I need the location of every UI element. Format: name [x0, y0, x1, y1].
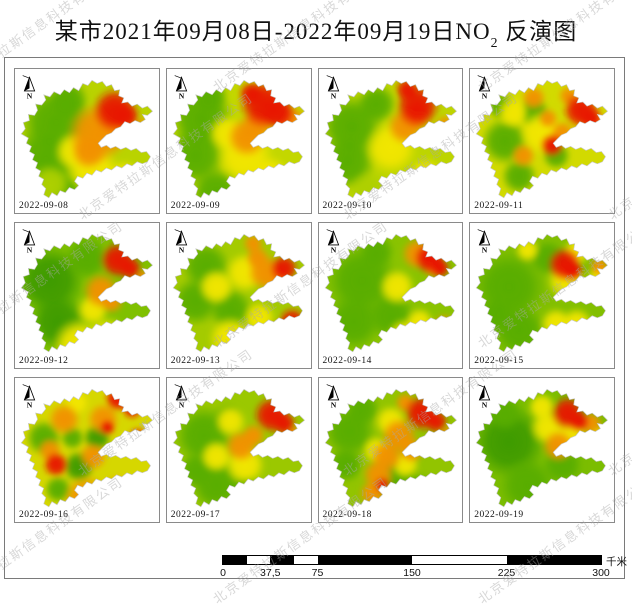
scale-tick-label: 75 [311, 567, 324, 579]
north-arrow-icon: N [22, 383, 36, 409]
scale-tick-label: 150 [403, 567, 421, 579]
scale-bar-segment [246, 556, 271, 564]
scale-bar-segment [223, 556, 247, 564]
date-label: 2022-09-10 [322, 201, 372, 212]
date-label: 2022-09-08 [19, 201, 69, 212]
map-panel: N 2022-09-12 [14, 222, 160, 369]
date-label: 2022-09-18 [322, 509, 372, 520]
region-map [20, 388, 154, 507]
layout-frame: N 2022-09-08 N 2022-09-09 N 2022-09-10 N 2022-0… [4, 57, 627, 579]
scale-bar: 千米 0 37,5 75 150 225 300 [220, 555, 627, 579]
map-panel: N 2022-09-15 [469, 222, 615, 369]
north-arrow-icon: N [326, 229, 339, 255]
svg-text:N: N [482, 92, 488, 101]
scale-unit-label: 千米 [606, 557, 627, 568]
region-map [172, 388, 305, 507]
svg-text:N: N [482, 246, 488, 255]
svg-text:N: N [178, 246, 184, 255]
region-map [324, 234, 457, 353]
region-map [20, 79, 154, 199]
scale-tick-label: 300 [592, 567, 610, 579]
map-panel: N 2022-09-19 [469, 376, 615, 523]
north-arrow-icon: N [174, 75, 187, 101]
scale-tick-label: 0 [220, 567, 226, 579]
map-panel: N 2022-09-11 [469, 68, 615, 215]
map-panel: N 2022-09-14 [317, 222, 464, 369]
svg-text:N: N [27, 92, 33, 101]
map-panel: N 2022-09-16 [14, 376, 160, 523]
region-map [324, 79, 457, 199]
figure-title: 某市2021年09月08日-2022年09月19日NO2 反演图 [0, 0, 632, 50]
scale-bar-segment [506, 556, 601, 564]
region-map [172, 79, 305, 199]
scale-bar-segment [293, 556, 318, 564]
north-arrow-icon: N [477, 229, 491, 255]
region-map [475, 234, 609, 353]
scale-bar-segment [412, 556, 507, 564]
date-label: 2022-09-16 [19, 509, 69, 520]
north-arrow-icon: N [22, 229, 36, 255]
title-suffix: 反演图 [498, 19, 578, 44]
north-arrow-icon: N [477, 383, 491, 409]
map-panel: N 2022-09-08 [14, 68, 160, 215]
map-panel: N 2022-09-09 [165, 68, 312, 215]
north-arrow-icon: N [174, 383, 187, 409]
north-arrow-icon: N [326, 383, 339, 409]
svg-text:N: N [178, 400, 184, 409]
region-map [324, 388, 457, 507]
date-label: 2022-09-09 [170, 201, 221, 212]
map-panel: N 2022-09-10 [317, 68, 464, 215]
region-map [475, 79, 609, 199]
title-text: 某市2021年09月08日-2022年09月19日NO [54, 19, 491, 44]
scale-bar-segment [317, 556, 412, 564]
date-label: 2022-09-11 [474, 201, 524, 212]
date-label: 2022-09-12 [19, 355, 69, 366]
svg-text:N: N [27, 400, 33, 409]
scale-tick-label: 225 [497, 567, 516, 579]
svg-text:N: N [330, 246, 336, 255]
title-subscript: 2 [490, 34, 499, 50]
svg-text:N: N [178, 92, 184, 101]
map-panel: N 2022-09-18 [317, 376, 464, 523]
svg-text:N: N [482, 400, 488, 409]
region-map [20, 234, 154, 353]
map-panel: N 2022-09-17 [165, 376, 312, 523]
north-arrow-icon: N [477, 75, 491, 101]
scale-tick-label: 37,5 [260, 567, 281, 579]
date-label: 2022-09-14 [322, 355, 372, 366]
svg-text:N: N [330, 92, 336, 101]
map-grid: N 2022-09-08 N 2022-09-09 N 2022-09-10 N 2022-0… [14, 68, 615, 523]
svg-text:N: N [27, 246, 33, 255]
region-map [172, 234, 305, 353]
date-label: 2022-09-17 [170, 509, 221, 520]
date-label: 2022-09-19 [474, 509, 524, 520]
north-arrow-icon: N [22, 75, 36, 101]
map-panel: N 2022-09-13 [165, 222, 312, 369]
svg-text:N: N [330, 400, 336, 409]
date-label: 2022-09-13 [170, 355, 221, 366]
north-arrow-icon: N [174, 229, 187, 255]
north-arrow-icon: N [326, 75, 339, 101]
scale-bar-segment [270, 556, 294, 564]
date-label: 2022-09-15 [474, 355, 524, 366]
region-map [475, 388, 609, 507]
